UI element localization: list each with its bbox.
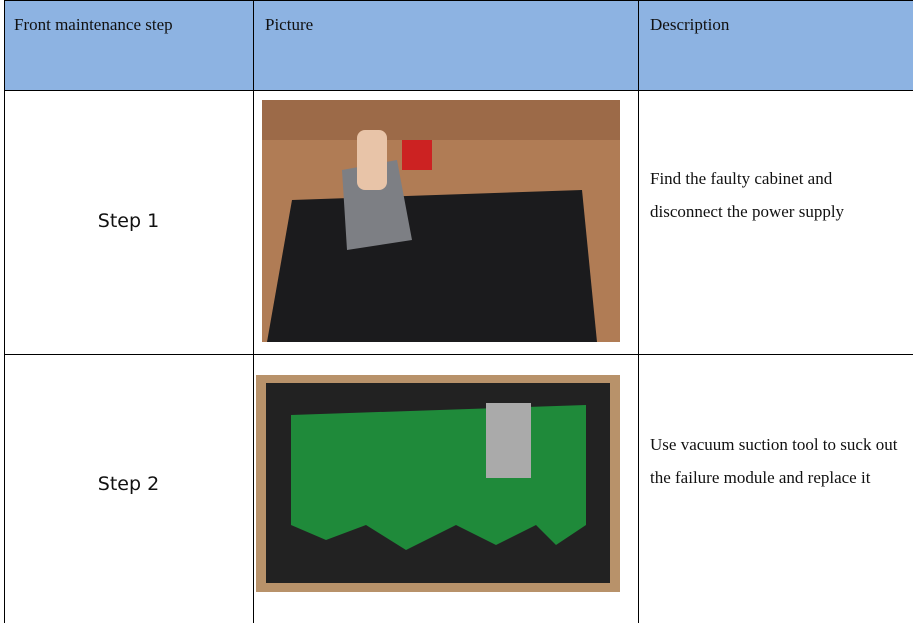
rule — [253, 0, 254, 623]
photo-cabinet — [262, 100, 620, 342]
photo-module — [256, 375, 620, 592]
rule — [4, 0, 5, 623]
header-cell: Picture — [265, 15, 314, 34]
header-cell: Description — [650, 15, 730, 34]
rule — [4, 90, 913, 91]
header-cell: Front maintenance step — [14, 15, 173, 34]
rule — [4, 354, 913, 355]
step-label: Step 2 — [97, 473, 160, 495]
rule — [638, 0, 639, 623]
header-row — [4, 0, 913, 90]
description: Find the faulty cabinet and disconnect t… — [650, 169, 845, 221]
step-label: Step 1 — [97, 210, 160, 232]
description: Use vacuum suction tool to suck out the … — [650, 435, 898, 487]
rule — [4, 0, 913, 1]
